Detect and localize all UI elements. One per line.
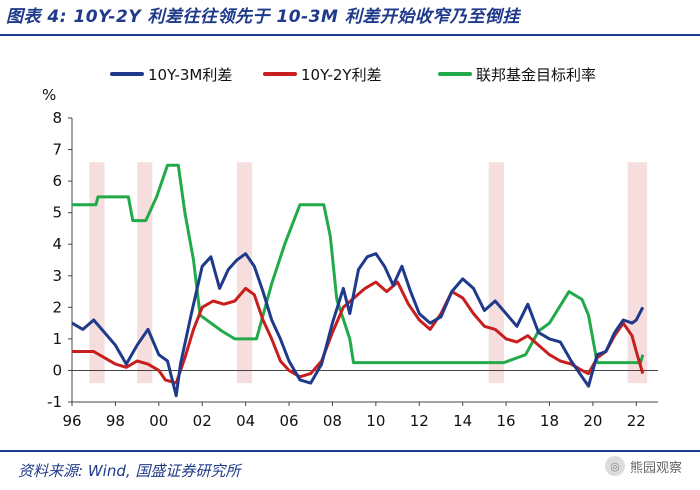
x-tick-label: 08 [323,412,342,430]
x-tick-label: 14 [453,412,472,430]
title-divider [0,34,700,36]
x-tick-label: 98 [106,412,125,430]
y-tick-label: 1 [52,330,62,348]
y-tick-label: 2 [52,298,62,316]
series-lines [71,163,645,398]
watermark-text: 熊园观察 [629,460,682,476]
x-tick-label: 18 [540,412,559,430]
y-tick-label: 5 [52,204,62,222]
x-tick-label: 96 [62,412,81,430]
wechat-icon: ◎ [604,456,625,476]
shade-period-1 [137,162,153,384]
y-tick-label: 4 [52,235,62,253]
x-tick-label: 00 [149,412,168,430]
series-line-2 [72,163,645,365]
y-tick-label: 3 [52,267,62,285]
legend: 10Y-3M利差 10Y-2Y利差 联邦基金目标利率 [110,66,596,84]
shade-period-4 [627,162,648,384]
shade-period-2 [236,162,253,384]
x-tick-label: 04 [236,412,255,430]
x-tick-label: 02 [193,412,212,430]
x-tick-label: 12 [410,412,429,430]
watermark: ◎ 熊园观察 [604,456,682,476]
y-tick-label: 7 [52,141,62,159]
y-tick-label: -1 [47,393,62,411]
x-tick-label: 06 [279,412,298,430]
y-tick-label: 0 [52,361,62,379]
x-tick-label: 22 [627,412,646,430]
x-tick-label: 16 [497,412,516,430]
source-note: 资料来源: Wind, 国盛证券研究所 [18,462,241,480]
footer-divider [0,450,700,452]
series-line-1 [72,280,645,385]
y-tick-label: 6 [52,172,62,190]
x-tick-label: 10 [366,412,385,430]
legend-label-1: 10Y-2Y利差 [301,66,382,84]
y-tick-label: 8 [52,109,62,127]
x-tick-label: 20 [583,412,602,430]
y-unit-label: % [42,86,56,104]
legend-label-2: 联邦基金目标利率 [476,66,596,84]
chart-title: 图表 4: 10Y-2Y 利差往往领先于 10-3M 利差开始收窄乃至倒挂 [6,7,520,27]
shade-period-0 [89,162,105,384]
shade-period-3 [488,162,504,384]
legend-label-0: 10Y-3M利差 [148,66,232,84]
series-line-0 [71,252,645,398]
